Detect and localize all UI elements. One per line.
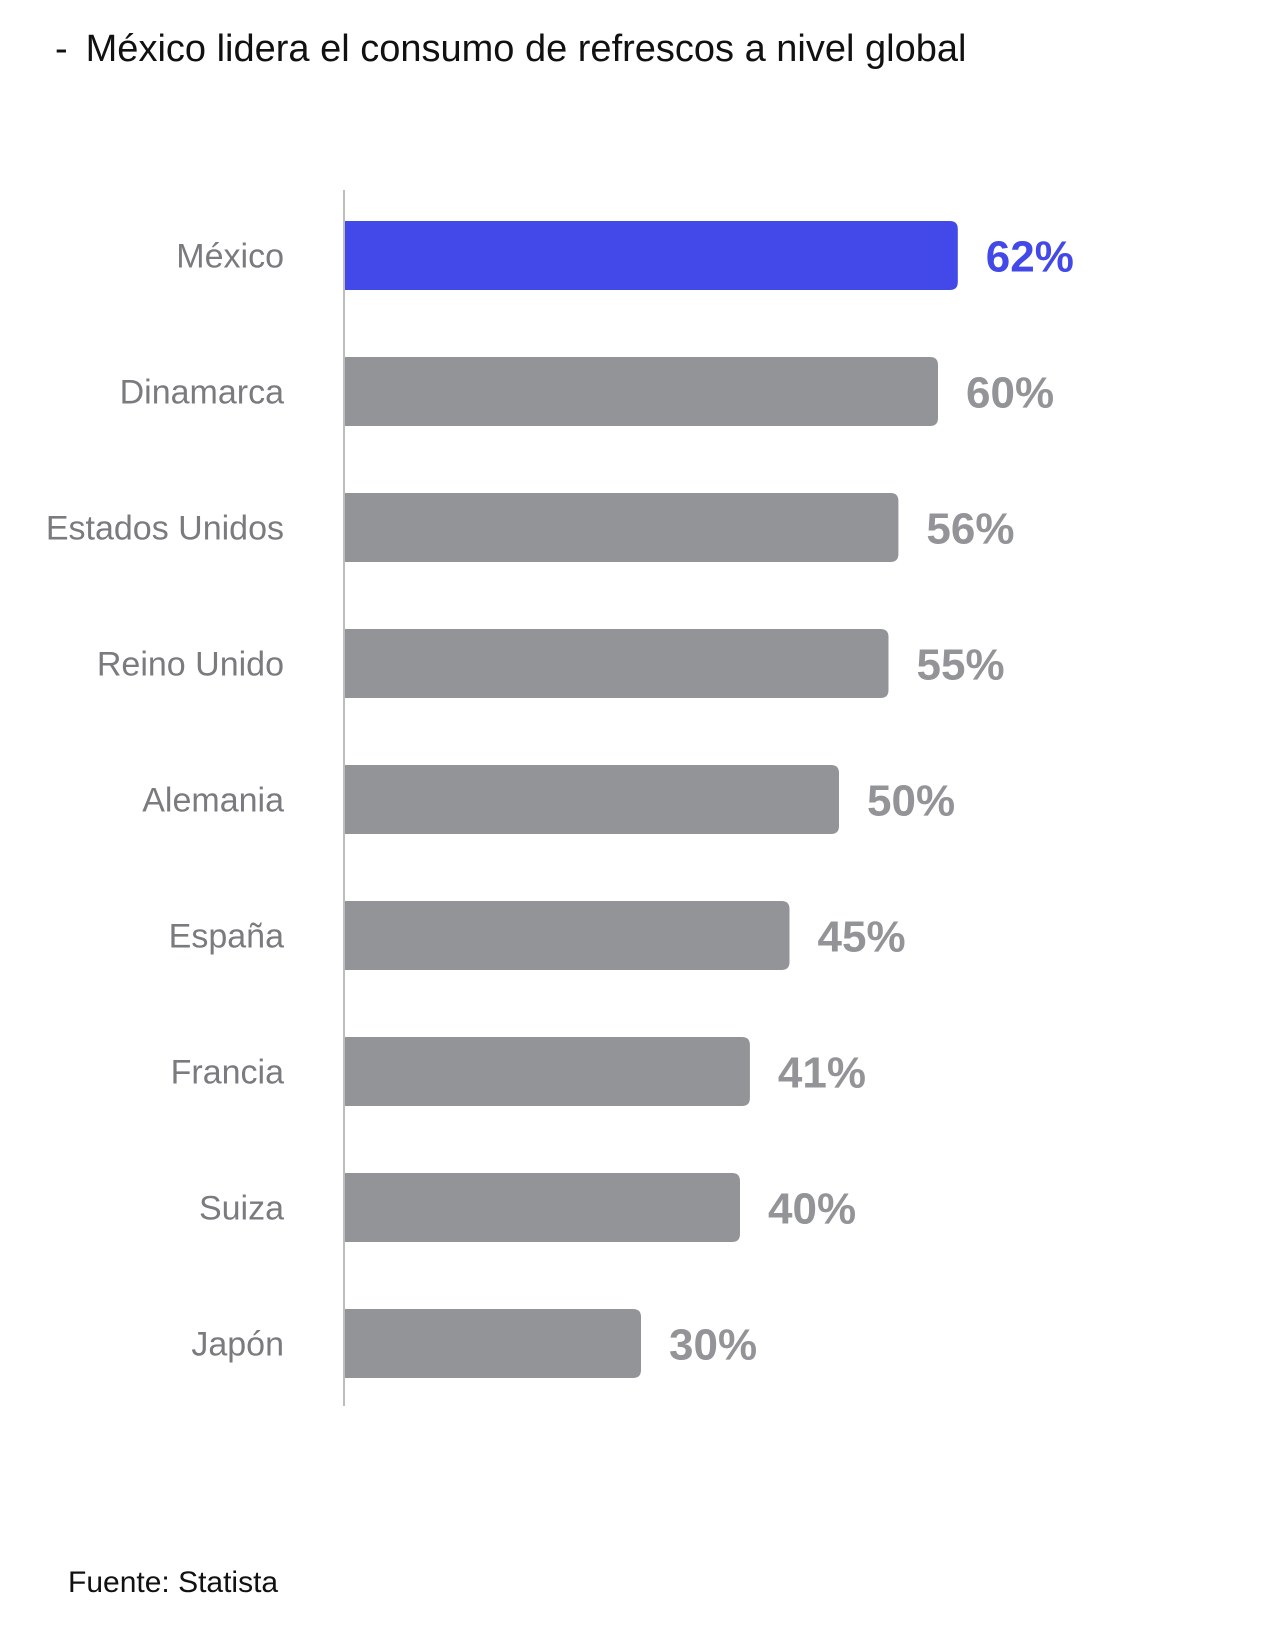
category-label-4: Alemania <box>142 782 284 820</box>
value-label-1: 60% <box>966 369 1054 418</box>
bar-6 <box>344 1037 750 1106</box>
bar-8 <box>344 1309 641 1378</box>
category-label-0: México <box>176 238 284 276</box>
value-label-0: 62% <box>986 233 1074 282</box>
category-label-5: España <box>169 918 284 956</box>
category-label-1: Dinamarca <box>120 374 284 412</box>
bar-7 <box>344 1173 740 1242</box>
title-text: México lidera el consumo de refrescos a … <box>85 28 967 70</box>
value-label-2: 56% <box>926 505 1014 554</box>
category-label-7: Suiza <box>199 1190 284 1228</box>
title-dash: - <box>55 28 68 70</box>
value-label-3: 55% <box>917 641 1005 690</box>
category-label-6: Francia <box>171 1054 284 1092</box>
bar-2 <box>344 493 899 562</box>
bar-0 <box>344 221 958 290</box>
value-label-5: 45% <box>818 913 906 962</box>
category-label-8: Japón <box>191 1326 284 1364</box>
category-label-3: Reino Unido <box>97 646 284 684</box>
category-label-2: Estados Unidos <box>46 510 284 548</box>
value-label-6: 41% <box>778 1049 866 1098</box>
bar-1 <box>344 357 938 426</box>
value-label-4: 50% <box>867 777 955 826</box>
chart-title: - México lidera el consumo de refrescos a… <box>55 28 966 71</box>
bar-4 <box>344 765 839 834</box>
value-label-7: 40% <box>768 1185 856 1234</box>
bar-5 <box>344 901 790 970</box>
bar-3 <box>344 629 889 698</box>
value-label-8: 30% <box>669 1321 757 1370</box>
source-note: Fuente: Statista <box>68 1566 279 1599</box>
